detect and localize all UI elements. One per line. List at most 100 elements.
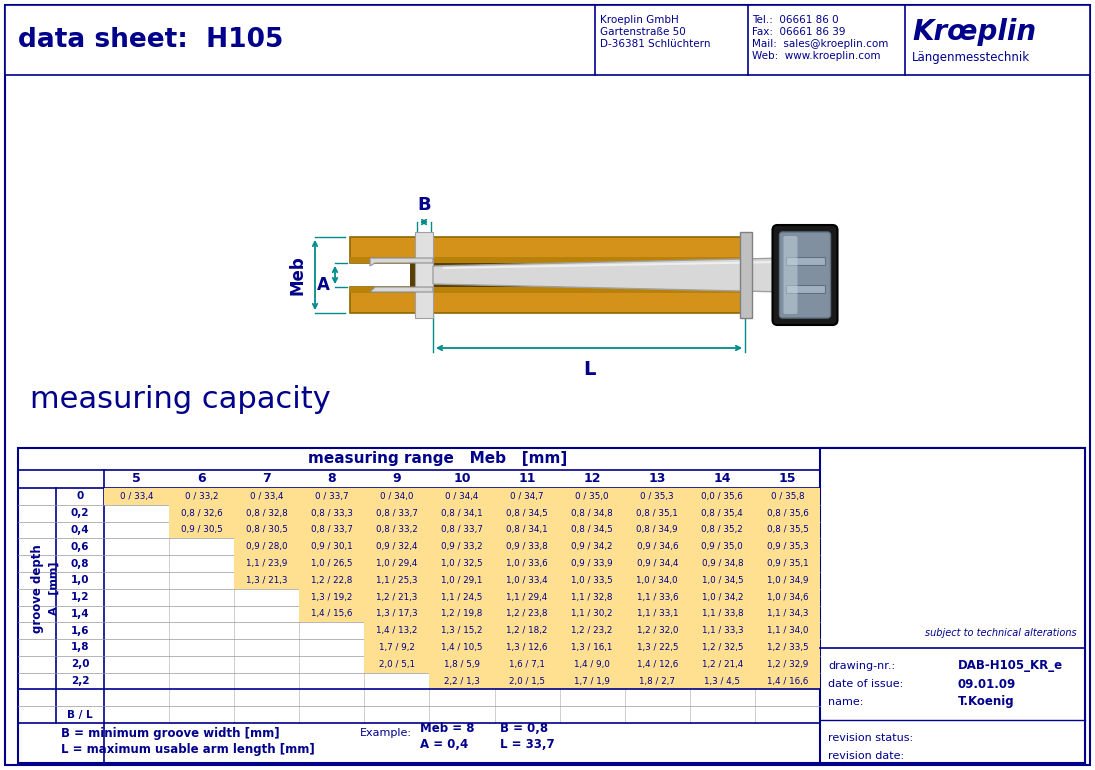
Text: 0,9 / 33,2: 0,9 / 33,2 [441, 542, 483, 551]
Text: 1,0 / 33,5: 1,0 / 33,5 [572, 576, 613, 585]
Bar [690, 538, 754, 555]
Bar [754, 589, 820, 605]
Bar [429, 521, 495, 538]
FancyBboxPatch shape [780, 232, 830, 318]
Text: 2,0 / 5,1: 2,0 / 5,1 [379, 660, 415, 669]
Bar [495, 639, 560, 656]
Bar [169, 521, 234, 538]
Text: 1,6: 1,6 [71, 626, 90, 636]
Bar [350, 237, 745, 263]
Bar [365, 589, 429, 605]
Bar [625, 505, 690, 521]
Text: 0,9 / 34,8: 0,9 / 34,8 [702, 559, 744, 568]
Bar [365, 538, 429, 555]
Text: date of issue:: date of issue: [828, 679, 903, 689]
Bar [234, 521, 299, 538]
Bar [560, 622, 625, 639]
Text: 0 / 34,4: 0 / 34,4 [446, 492, 479, 501]
Bar [690, 555, 754, 572]
Text: subject to technical alterations: subject to technical alterations [925, 628, 1077, 638]
Bar [560, 538, 625, 555]
Bar [690, 505, 754, 521]
Text: 0 / 35,8: 0 / 35,8 [771, 492, 804, 501]
Bar [560, 589, 625, 605]
Text: L = maximum usable arm length [mm]: L = maximum usable arm length [mm] [61, 742, 314, 755]
Text: 1,2 / 21,4: 1,2 / 21,4 [702, 660, 744, 669]
Text: 1,4 / 15,6: 1,4 / 15,6 [311, 609, 353, 618]
Bar [560, 555, 625, 572]
Bar [299, 488, 365, 505]
Text: 1,2 / 23,2: 1,2 / 23,2 [572, 626, 613, 635]
Bar [429, 555, 495, 572]
Text: 7: 7 [263, 473, 272, 486]
Bar [754, 572, 820, 589]
Text: 2,0: 2,0 [71, 659, 90, 669]
Text: 1,0 / 34,2: 1,0 / 34,2 [702, 593, 744, 601]
Bar [429, 505, 495, 521]
Bar [560, 656, 625, 673]
Text: 1,0 / 33,4: 1,0 / 33,4 [506, 576, 548, 585]
Text: 9: 9 [393, 473, 401, 486]
Text: 1,8 / 5,9: 1,8 / 5,9 [443, 660, 480, 669]
Bar [754, 521, 820, 538]
Bar [625, 488, 690, 505]
Text: 1,1 / 23,9: 1,1 / 23,9 [246, 559, 287, 568]
Bar [429, 589, 495, 605]
Text: 0,8: 0,8 [71, 558, 90, 568]
Text: data sheet:  H105: data sheet: H105 [18, 27, 284, 53]
Bar [365, 521, 429, 538]
Text: 1,2 / 32,9: 1,2 / 32,9 [766, 660, 808, 669]
Text: 5: 5 [132, 473, 141, 486]
Text: Krœplin: Krœplin [912, 18, 1036, 46]
Bar [560, 488, 625, 505]
Text: 0,9 / 35,0: 0,9 / 35,0 [702, 542, 744, 551]
Text: B: B [417, 196, 430, 214]
Bar [690, 639, 754, 656]
Bar [785, 257, 825, 265]
Bar [495, 538, 560, 555]
Bar [299, 605, 365, 622]
Text: 0 / 33,2: 0 / 33,2 [185, 492, 218, 501]
Text: 1,4 / 13,2: 1,4 / 13,2 [377, 626, 417, 635]
Text: 1,0 / 34,5: 1,0 / 34,5 [702, 576, 744, 585]
Bar [690, 572, 754, 589]
Text: 0,8 / 34,1: 0,8 / 34,1 [441, 509, 483, 517]
Bar [495, 605, 560, 622]
Bar [754, 505, 820, 521]
Text: 09.01.09: 09.01.09 [957, 678, 1016, 691]
Text: 1,0 / 34,6: 1,0 / 34,6 [766, 593, 808, 601]
Bar [234, 555, 299, 572]
Text: 0,8 / 34,5: 0,8 / 34,5 [572, 525, 613, 534]
Bar [104, 488, 169, 505]
Bar [625, 639, 690, 656]
Text: 1,0 / 34,0: 1,0 / 34,0 [636, 576, 678, 585]
Bar [234, 572, 299, 589]
Bar [690, 521, 754, 538]
Text: A: A [318, 276, 330, 294]
Bar [560, 521, 625, 538]
Text: Web:  www.kroeplin.com: Web: www.kroeplin.com [752, 51, 880, 61]
Text: 0 / 33,4: 0 / 33,4 [250, 492, 284, 501]
Text: 0,9 / 30,1: 0,9 / 30,1 [311, 542, 353, 551]
Text: 1,4 / 10,5: 1,4 / 10,5 [441, 643, 483, 652]
Bar [754, 673, 820, 689]
Text: 2,2 / 1,3: 2,2 / 1,3 [445, 677, 480, 685]
Text: 0 / 33,7: 0 / 33,7 [315, 492, 348, 501]
Text: 0,8 / 33,7: 0,8 / 33,7 [441, 525, 483, 534]
Bar [690, 622, 754, 639]
Text: A = 0,4: A = 0,4 [420, 738, 469, 752]
Text: name:: name: [828, 697, 863, 707]
Text: 0,8 / 35,5: 0,8 / 35,5 [766, 525, 808, 534]
Text: 1,8: 1,8 [71, 642, 90, 652]
Bar [690, 589, 754, 605]
Text: 1,8 / 2,7: 1,8 / 2,7 [639, 677, 676, 685]
Bar [754, 555, 820, 572]
Text: B / L: B / L [67, 710, 93, 720]
Text: Meb = 8: Meb = 8 [420, 722, 474, 735]
Bar [429, 673, 495, 689]
Bar [495, 622, 560, 639]
Text: 6: 6 [197, 473, 206, 486]
Text: 1,0: 1,0 [71, 575, 90, 585]
Bar [754, 538, 820, 555]
Bar [365, 505, 429, 521]
